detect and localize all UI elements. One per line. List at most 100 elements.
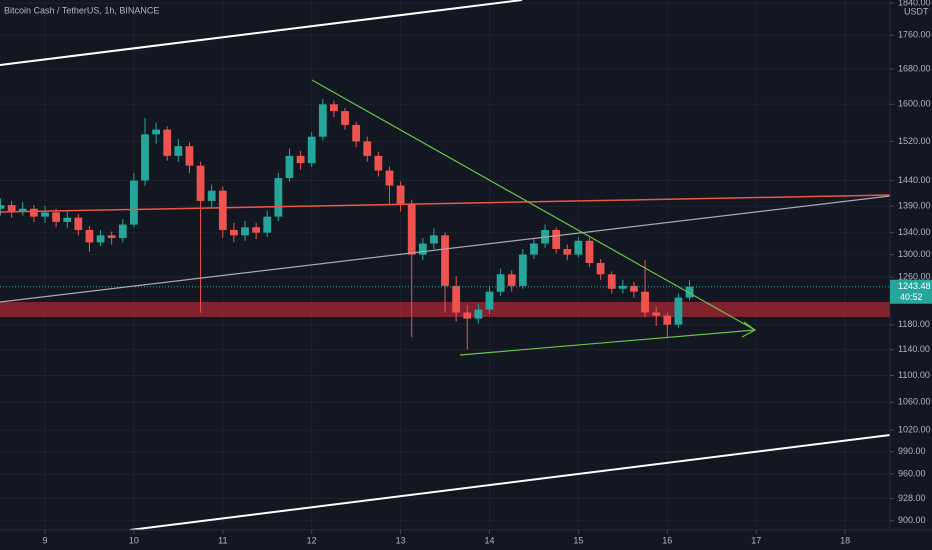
candle-body — [52, 212, 60, 222]
candle-body — [41, 212, 49, 217]
candle-body — [29, 208, 38, 217]
y-tick-label: 1260.00 — [898, 272, 931, 282]
candle-body — [207, 190, 216, 201]
x-tick-label: 18 — [840, 535, 850, 545]
y-tick-label: 1020.00 — [898, 425, 931, 435]
candle-body — [230, 229, 238, 236]
candle-body — [307, 136, 316, 164]
candle-body — [263, 216, 272, 233]
last-price-label: 1243.48 — [898, 281, 931, 291]
candle-body — [296, 155, 305, 164]
candle-body — [174, 146, 183, 156]
candle-body — [574, 240, 583, 255]
candle-body — [496, 274, 505, 292]
y-tick-label: 960.00 — [898, 468, 926, 478]
candle-body — [474, 309, 483, 319]
countdown: 40:52 — [900, 292, 923, 302]
candle-body — [218, 190, 227, 230]
candle-body — [452, 285, 461, 313]
candle-body — [185, 146, 194, 166]
candle-body — [74, 217, 83, 230]
y-tick-label: 1760.00 — [898, 30, 931, 40]
candle-body — [618, 285, 627, 289]
channel-bottom — [129, 434, 891, 531]
candle-body — [141, 134, 149, 181]
candle-body — [418, 243, 427, 255]
candle-body — [196, 165, 205, 201]
x-tick-label: 15 — [573, 535, 583, 545]
candle-body — [585, 240, 594, 263]
candle-body — [330, 104, 338, 112]
y-tick-label: 990.00 — [898, 446, 926, 456]
y-tick-label: 1520.00 — [898, 136, 931, 146]
x-tick-label: 11 — [218, 535, 227, 545]
axes: 1840.00 1760.00 1680.00 1600.00 1520.00 1440.… — [42, 0, 932, 545]
x-tick-label: 10 — [129, 535, 139, 545]
last-price-box — [890, 279, 932, 304]
trend-line — [0, 195, 891, 303]
y-tick-label: 1140.00 — [898, 344, 930, 354]
candles — [0, 98, 890, 350]
candle-body — [318, 104, 327, 137]
resistance-line — [0, 194, 891, 213]
y-tick-label: 1340.00 — [898, 227, 931, 237]
candle-body — [363, 141, 372, 156]
candle-body — [352, 124, 361, 142]
y-tick-label: 1390.00 — [898, 201, 931, 211]
candle-body — [685, 286, 694, 298]
candle-body — [674, 297, 683, 325]
candle-body — [96, 235, 105, 243]
time-axis — [0, 530, 932, 550]
x-tick-label: 13 — [396, 535, 406, 545]
currency: USDT — [904, 6, 929, 16]
triangle-lower — [459, 329, 756, 356]
candle-body — [407, 203, 416, 255]
arrow-head — [741, 321, 757, 338]
candle-body — [107, 235, 116, 239]
candle-body — [463, 312, 472, 319]
candle-body — [530, 243, 538, 255]
x-tick-label: 9 — [42, 535, 47, 545]
y-tick-label: 1840.00 — [898, 0, 931, 8]
candle-body — [485, 291, 494, 310]
candle-body — [652, 312, 661, 316]
candle-body — [441, 235, 449, 286]
candle-body — [341, 111, 349, 125]
price-axis — [890, 0, 932, 550]
candle-body — [630, 285, 638, 292]
candle-body — [563, 249, 572, 255]
candle-body — [374, 155, 383, 171]
drawings — [0, 0, 891, 531]
candle-body — [518, 254, 527, 286]
chart-title: Bitcoin Cash / TetherUS, 1h, BINANCE — [4, 5, 159, 15]
candle-body — [129, 180, 138, 225]
candle-body — [63, 217, 72, 222]
y-tick-label: 900.00 — [898, 515, 926, 525]
candle-body — [396, 185, 405, 204]
candle-body — [163, 129, 172, 156]
candle-body — [285, 155, 294, 179]
candle-body — [596, 262, 605, 275]
candle-body — [607, 274, 616, 289]
candle-body — [118, 224, 127, 239]
candle-body — [663, 315, 672, 325]
y-tick-label: 1300.00 — [898, 249, 931, 259]
candle-body — [385, 170, 394, 186]
x-tick-label: 12 — [307, 535, 317, 545]
x-tick-label: 16 — [662, 535, 672, 545]
y-tick-label: 1100.00 — [898, 370, 930, 380]
candle-body — [641, 291, 649, 313]
candle-body — [430, 235, 438, 244]
candle-body — [152, 129, 161, 135]
x-tick-label: 17 — [751, 535, 761, 545]
triangle-upper — [311, 79, 756, 331]
candle-body — [18, 208, 27, 212]
channel-top — [0, 0, 523, 66]
candle-body — [0, 205, 5, 209]
y-tick-label: 1600.00 — [898, 99, 931, 109]
candle-body — [552, 229, 561, 250]
y-tick-label: 928.00 — [898, 493, 926, 503]
candle-body — [507, 274, 516, 286]
